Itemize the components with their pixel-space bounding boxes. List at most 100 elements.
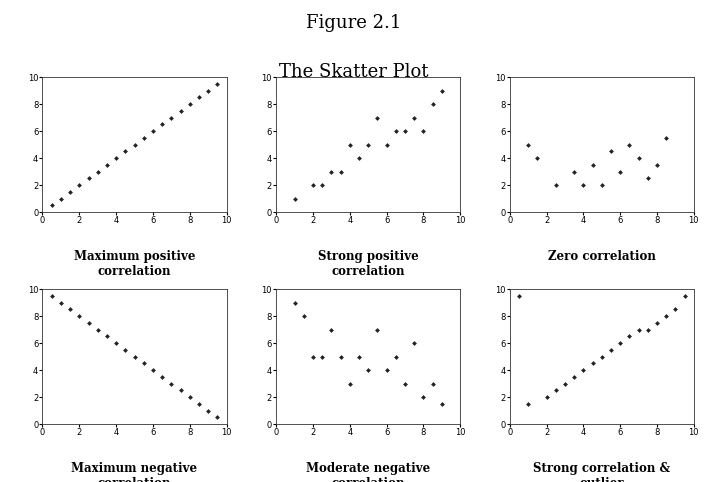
Point — [147, 127, 159, 135]
Point — [633, 154, 644, 162]
Point — [615, 339, 626, 347]
Point — [587, 161, 598, 169]
Text: Maximum positive
correlation: Maximum positive correlation — [74, 250, 195, 278]
Point — [316, 181, 328, 189]
Point — [166, 380, 177, 388]
Point — [110, 154, 122, 162]
Point — [587, 360, 598, 367]
Point — [184, 100, 195, 108]
Point — [390, 127, 401, 135]
Text: Strong positive
correlation: Strong positive correlation — [318, 250, 418, 278]
Point — [83, 319, 94, 327]
Point — [642, 326, 653, 334]
Point — [550, 181, 561, 189]
Point — [298, 312, 309, 320]
Text: Maximum negative
correlation: Maximum negative correlation — [72, 462, 198, 482]
Text: Strong correlation &
outlier: Strong correlation & outlier — [533, 462, 670, 482]
Point — [101, 161, 113, 169]
Point — [409, 114, 420, 121]
Point — [418, 127, 429, 135]
Point — [175, 107, 186, 115]
Point — [64, 188, 76, 196]
Point — [578, 181, 589, 189]
Point — [605, 346, 617, 354]
Point — [74, 181, 85, 189]
Point — [83, 174, 94, 182]
Point — [436, 87, 447, 94]
Point — [307, 353, 319, 361]
Point — [569, 168, 580, 175]
Point — [55, 299, 67, 307]
Point — [381, 141, 392, 148]
Point — [642, 174, 653, 182]
Point — [307, 181, 319, 189]
Point — [202, 407, 214, 415]
Point — [399, 127, 411, 135]
Point — [569, 373, 580, 381]
Point — [138, 134, 149, 142]
Point — [184, 393, 195, 401]
Point — [289, 195, 300, 202]
Point — [193, 94, 205, 101]
Point — [578, 366, 589, 374]
Point — [147, 366, 159, 374]
Point — [596, 181, 607, 189]
Point — [344, 141, 355, 148]
Point — [212, 80, 223, 88]
Point — [661, 312, 672, 320]
Point — [156, 120, 168, 128]
Point — [559, 380, 571, 388]
Point — [101, 333, 113, 340]
Point — [679, 292, 690, 300]
Point — [92, 326, 103, 334]
Point — [335, 168, 346, 175]
Point — [55, 195, 67, 202]
Point — [427, 380, 438, 388]
Point — [661, 134, 672, 142]
Point — [550, 387, 561, 394]
Point — [193, 400, 205, 408]
Point — [523, 141, 534, 148]
Point — [175, 387, 186, 394]
Point — [344, 380, 355, 388]
Point — [110, 339, 122, 347]
Point — [513, 292, 525, 300]
Point — [92, 168, 103, 175]
Point — [651, 161, 663, 169]
Text: Moderate negative
correlation: Moderate negative correlation — [306, 462, 430, 482]
Point — [212, 414, 223, 421]
Point — [596, 353, 607, 361]
Point — [399, 380, 411, 388]
Point — [624, 141, 635, 148]
Point — [156, 373, 168, 381]
Point — [74, 312, 85, 320]
Point — [335, 353, 346, 361]
Point — [418, 393, 429, 401]
Point — [436, 400, 447, 408]
Point — [353, 353, 365, 361]
Point — [409, 339, 420, 347]
Point — [541, 393, 552, 401]
Point — [326, 168, 337, 175]
Point — [326, 326, 337, 334]
Point — [129, 353, 140, 361]
Point — [615, 168, 626, 175]
Point — [46, 201, 57, 209]
Point — [670, 306, 681, 313]
Point — [362, 366, 374, 374]
Point — [362, 141, 374, 148]
Point — [605, 147, 617, 155]
Point — [353, 154, 365, 162]
Point — [120, 346, 131, 354]
Point — [390, 353, 401, 361]
Point — [427, 100, 438, 108]
Point — [651, 319, 663, 327]
Point — [120, 147, 131, 155]
Point — [46, 292, 57, 300]
Point — [381, 366, 392, 374]
Point — [532, 154, 543, 162]
Point — [316, 353, 328, 361]
Point — [523, 400, 534, 408]
Text: Figure 2.1: Figure 2.1 — [307, 14, 401, 32]
Point — [633, 326, 644, 334]
